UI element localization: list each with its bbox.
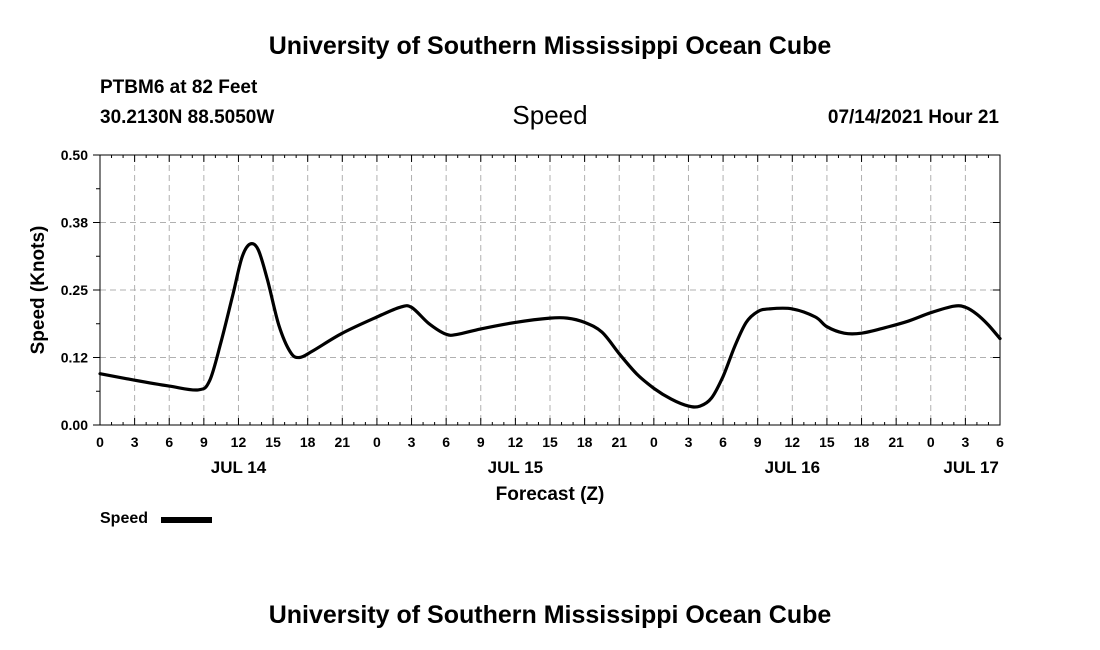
x-tick-label: 15 [542,434,558,450]
y-tick-label: 0.25 [61,282,88,298]
timestamp-label: 07/14/2021 Hour 21 [827,107,999,128]
x-tick-label: 3 [408,434,416,450]
x-tick-label: 18 [577,434,593,450]
x-tick-label: 3 [961,434,969,450]
x-tick-label: 0 [650,434,658,450]
x-tick-label: 15 [819,434,835,450]
y-axis-label: Speed (Knots) [28,226,49,355]
x-tick-label: 9 [754,434,762,450]
date-label: JUL 17 [943,458,998,477]
x-tick-label: 0 [373,434,381,450]
coordinates-label: 30.2130N 88.5050W [100,107,275,128]
x-tick-label: 6 [719,434,727,450]
grid-layer [100,155,1000,425]
x-tick-label: 21 [335,434,351,450]
x-tick-label: 6 [442,434,450,450]
chart-title-top: University of Southern Mississippi Ocean… [268,32,832,60]
y-tick-label: 0.38 [61,215,88,231]
y-tick-label: 0.12 [61,350,88,366]
x-tick-label: 9 [477,434,485,450]
date-label: JUL 14 [211,458,267,477]
x-tick-label: 21 [611,434,627,450]
x-tick-label: 6 [996,434,1004,450]
y-tick-label: 0.50 [61,147,88,163]
chart-subtitle: Speed [512,100,588,130]
legend-label: Speed [100,510,149,527]
x-tick-label: 3 [685,434,693,450]
x-tick-label: 12 [231,434,247,450]
speed-series-line [98,241,1002,409]
date-label: JUL 16 [765,458,820,477]
x-tick-label: 15 [265,434,281,450]
x-tick-label: 0 [927,434,935,450]
x-tick-label: 3 [131,434,139,450]
x-tick-label: 18 [854,434,870,450]
x-tick-label: 0 [96,434,104,450]
x-tick-label: 9 [200,434,208,450]
station-label: PTBM6 at 82 Feet [100,77,258,98]
x-tick-label: 12 [785,434,801,450]
x-tick-label: 21 [888,434,904,450]
y-tick-label: 0.00 [61,417,88,433]
ticks-layer: 0 3 6 9 12 15 18 21 0 3 6 9 12 15 18 21 0 3 6 9 12 15 18 21 0 3 6 0… [61,147,1004,477]
x-axis-label: Forecast (Z) [496,484,605,505]
chart-title-bottom: University of Southern Mississippi Ocean… [268,601,832,629]
x-tick-label: 6 [165,434,173,450]
date-label: JUL 15 [488,458,543,477]
x-tick-label: 18 [300,434,316,450]
x-tick-label: 12 [508,434,524,450]
